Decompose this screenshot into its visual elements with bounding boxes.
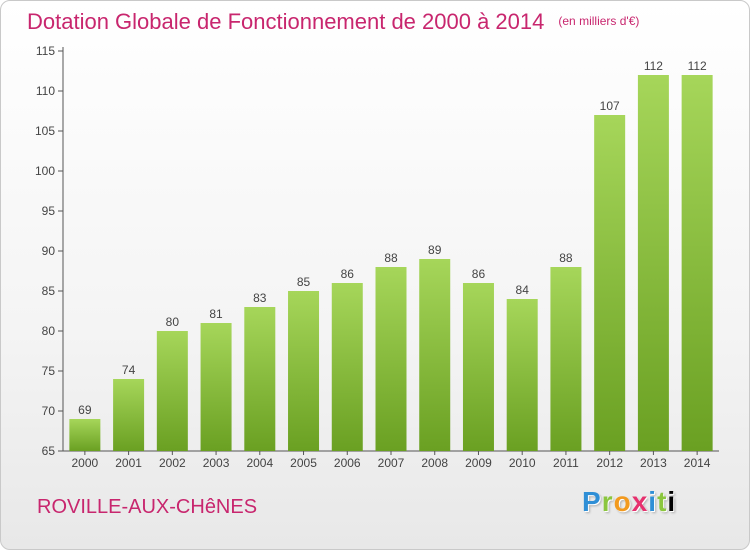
x-tick-label: 2014 [684,456,711,470]
y-tick-label: 110 [36,84,55,98]
x-tick-label: 2003 [203,456,230,470]
data-label: 88 [559,251,573,265]
bar [113,379,145,451]
y-tick-label: 85 [42,284,56,298]
proxiti-logo: Proxiti [582,486,676,518]
bar [419,259,451,451]
logo-letter: i [648,486,658,517]
data-label: 86 [472,267,486,281]
x-tick-label: 2013 [640,456,667,470]
x-tick-label: 2005 [290,456,317,470]
data-label: 83 [253,291,267,305]
y-tick-label: 65 [42,444,56,458]
x-tick-label: 2011 [553,456,579,470]
bar [637,75,669,451]
bar [331,283,363,451]
bar [375,267,407,451]
bar [156,331,188,451]
x-tick-label: 2002 [159,456,186,470]
bar [200,323,232,451]
bar [244,307,276,451]
bar [288,291,320,451]
data-label: 107 [600,99,620,113]
logo-letter: x [631,486,649,517]
bar [681,75,713,451]
logo-letter: o [613,486,632,517]
y-tick-label: 90 [42,244,56,258]
x-tick-label: 2007 [378,456,405,470]
x-tick-label: 2004 [246,456,273,470]
data-label: 81 [209,307,223,321]
bar [550,267,582,451]
y-tick-label: 105 [35,124,55,138]
data-label: 74 [122,363,136,377]
bar [594,115,626,451]
y-tick-label: 80 [42,324,56,338]
y-tick-label: 95 [42,204,56,218]
y-tick-label: 100 [35,164,55,178]
data-label: 69 [78,403,92,417]
chart-title: Dotation Globale de Fonctionnement de 20… [27,9,639,35]
bar [506,299,538,451]
data-label: 84 [516,283,530,297]
x-tick-label: 2000 [72,456,99,470]
commune-name: ROVILLE-AUX-CHêNES [37,496,258,518]
y-tick-label: 115 [36,44,55,58]
data-label: 89 [428,243,442,257]
logo-letter: t [657,486,668,517]
y-tick-label: 75 [42,364,56,378]
data-label: 112 [644,59,663,73]
x-tick-label: 2009 [465,456,492,470]
logo-letter: i [667,486,677,517]
bar [69,419,101,451]
data-label: 112 [688,59,707,73]
data-label: 80 [166,315,180,329]
x-tick-label: 2001 [115,456,142,470]
y-tick-label: 70 [42,404,56,418]
data-label: 86 [341,267,355,281]
data-label: 85 [297,275,311,289]
x-tick-label: 2008 [421,456,448,470]
logo-letter: r [601,486,614,517]
x-tick-label: 2010 [509,456,536,470]
bar [462,283,494,451]
data-label: 88 [384,251,398,265]
title-text: Dotation Globale de Fonctionnement de 20… [27,9,545,34]
x-tick-label: 2012 [596,456,623,470]
unit-label: (en milliers d'€) [558,14,640,28]
x-tick-label: 2006 [334,456,361,470]
logo-letter: P [582,486,602,517]
